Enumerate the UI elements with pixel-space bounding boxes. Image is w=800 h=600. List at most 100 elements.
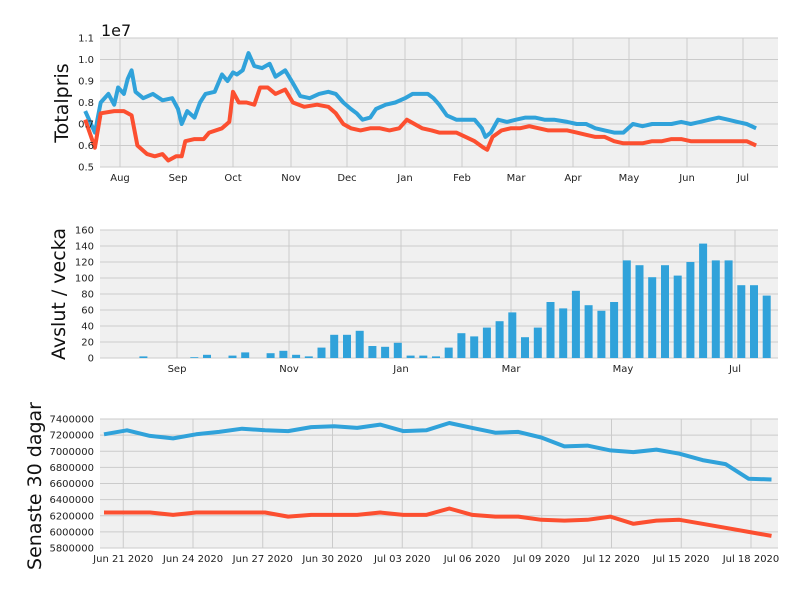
bar <box>495 321 504 358</box>
x-tick-label: May <box>619 173 640 184</box>
bar <box>292 354 301 358</box>
bar <box>521 337 529 358</box>
avslut-chart: 0 20 40 60 80 100 120 140 160 Sep Nov Jan Mar May Jul… <box>48 226 778 375</box>
totalpris-lines <box>83 51 757 163</box>
x-tick-label: Mar <box>502 364 522 375</box>
x-tick-label: Jun 24 2020 <box>162 554 223 565</box>
x-tick-label: Jun 27 2020 <box>232 554 293 565</box>
bar <box>699 243 708 358</box>
bar <box>597 310 606 358</box>
bar <box>508 312 517 358</box>
totalpris-y-label: Totalpris <box>51 63 73 143</box>
bar <box>139 356 148 358</box>
x-tick-label: Jul 09 2020 <box>512 554 570 565</box>
senaste-chart: 5800000 6000000 6200000 6400000 6600000 68000… <box>24 402 779 570</box>
bar <box>355 330 364 358</box>
y-tick-label: 100 <box>75 274 94 285</box>
y-tick-label: 6600000 <box>49 479 94 490</box>
totalpris-x-ticks: Aug Sep Oct Nov Dec Jan Feb Mar Apr May Jun Jul <box>110 173 749 184</box>
x-tick-label: Jan <box>392 364 408 375</box>
senaste-lines <box>103 421 772 538</box>
senaste-y-label: Senaste 30 dagar <box>24 402 46 570</box>
totalpris-chart: 0.5 0.6 0.7 0.8 0.9 1.0 1.1 Aug Sep Oct Nov Dec Jan… <box>51 21 778 184</box>
bar <box>406 355 415 358</box>
x-tick-label: Jul 06 2020 <box>443 554 501 565</box>
y-tick-label: 0.6 <box>78 141 94 152</box>
bar <box>673 275 682 358</box>
y-tick-label: 1.1 <box>78 34 94 45</box>
bar <box>546 302 555 358</box>
y-tick-label: 0.5 <box>78 163 94 174</box>
bar <box>648 277 657 358</box>
x-tick-label: Jul 18 2020 <box>722 554 780 565</box>
bar <box>457 333 466 358</box>
avslut-y-label: Avslut / vecka <box>48 228 70 360</box>
y-tick-label: 80 <box>81 290 94 301</box>
x-tick-label: Apr <box>564 173 582 184</box>
bar <box>266 353 275 358</box>
y-tick-label: 6400000 <box>49 495 94 506</box>
y-tick-label: 0.9 <box>78 77 94 88</box>
y-tick-label: 6200000 <box>49 511 94 522</box>
bar <box>635 265 644 358</box>
bar <box>444 347 453 358</box>
series-line-red <box>104 506 772 538</box>
bar <box>241 352 250 358</box>
bar <box>571 290 580 358</box>
x-tick-label: Jul <box>728 364 741 375</box>
y-tick-label: 6000000 <box>49 527 94 538</box>
x-tick-label: Jul 15 2020 <box>652 554 710 565</box>
bar <box>661 265 669 358</box>
x-tick-label: Jun 30 2020 <box>301 554 362 565</box>
y-tick-label: 7400000 <box>49 415 94 426</box>
bar <box>762 295 771 358</box>
x-tick-label: May <box>613 364 634 375</box>
bar <box>343 334 351 358</box>
avslut-y-ticks: 0 20 40 60 80 100 120 140 160 <box>75 226 94 365</box>
senaste-y-ticks: 5800000 6000000 6200000 6400000 6600000 68000… <box>49 415 94 555</box>
bar <box>533 327 542 358</box>
bar <box>610 302 619 358</box>
senaste-grid <box>100 418 778 549</box>
y-tick-label: 20 <box>81 338 94 349</box>
bar <box>393 342 402 358</box>
x-tick-label: Jan <box>396 173 412 184</box>
y-tick-label: 6800000 <box>49 463 94 474</box>
bar <box>368 346 377 358</box>
bar <box>482 327 491 358</box>
x-tick-label: Mar <box>507 173 527 184</box>
x-tick-label: Jun 21 2020 <box>92 554 153 565</box>
bar <box>584 305 593 358</box>
x-tick-label: Sep <box>168 364 187 375</box>
bar <box>711 260 720 358</box>
bar <box>228 355 237 358</box>
bar <box>724 260 733 358</box>
y-tick-label: 5800000 <box>49 544 94 555</box>
x-tick-label: Nov <box>279 364 299 375</box>
x-tick-label: Jun <box>678 173 695 184</box>
bar <box>622 260 631 358</box>
bar <box>203 354 211 358</box>
senaste-x-ticks: Jun 21 2020 Jun 24 2020 Jun 27 2020 Jun 30 … <box>92 554 779 565</box>
x-tick-label: Jul <box>736 173 749 184</box>
bar <box>279 350 288 358</box>
y-tick-label: 1.0 <box>78 55 94 66</box>
x-tick-label: Aug <box>110 173 130 184</box>
x-tick-label: Sep <box>169 173 188 184</box>
series-line-blue <box>103 421 772 482</box>
x-tick-label: Feb <box>453 173 471 184</box>
y-tick-label: 7200000 <box>49 431 94 442</box>
bar <box>317 347 326 358</box>
bar <box>381 346 390 358</box>
x-tick-label: Jul 12 2020 <box>582 554 640 565</box>
y-tick-label: 60 <box>81 306 94 317</box>
bar <box>304 356 313 358</box>
totalpris-y-ticks: 0.5 0.6 0.7 0.8 0.9 1.0 1.1 <box>78 34 94 174</box>
y-tick-label: 0.7 <box>78 120 94 131</box>
x-tick-label: Oct <box>224 173 241 184</box>
bar <box>559 308 568 358</box>
x-tick-label: Dec <box>337 173 356 184</box>
x-tick-label: Jul 03 2020 <box>373 554 431 565</box>
totalpris-offset-label: 1e7 <box>101 21 131 40</box>
